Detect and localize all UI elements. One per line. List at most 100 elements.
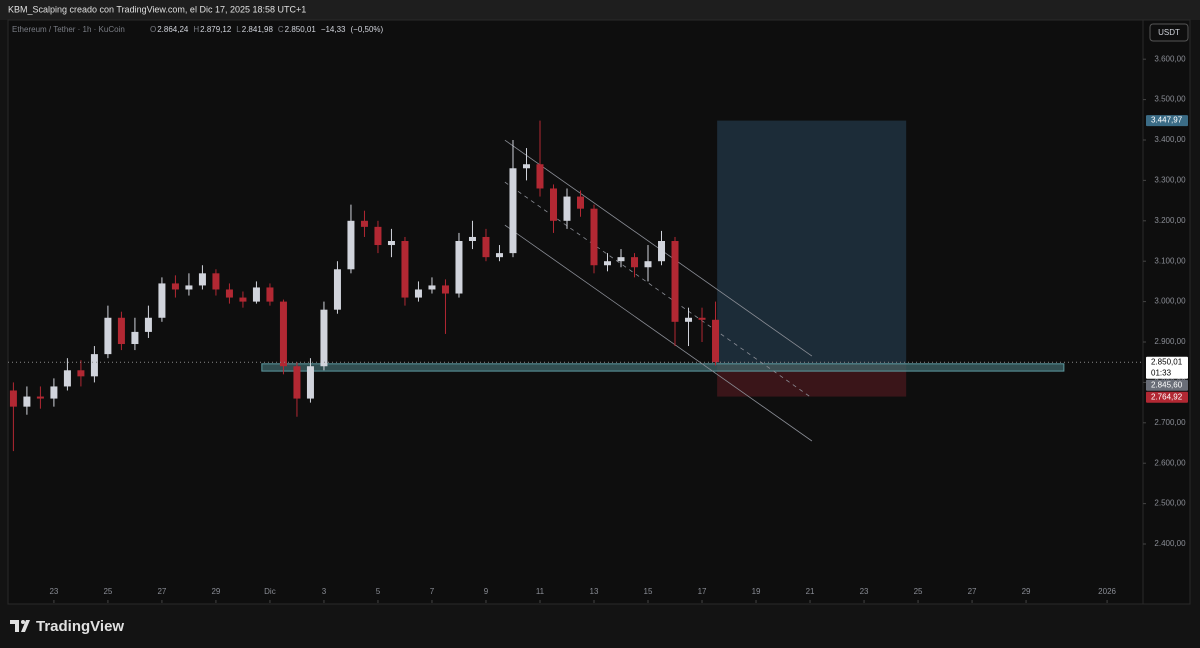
candle-body (441, 285, 449, 294)
candle-body (401, 240, 409, 298)
x-tick-label: 11 (536, 587, 545, 596)
y-tick-label: 3.200,00 (1154, 216, 1186, 225)
price-tag-label: 2.850,01 (1151, 357, 1183, 366)
countdown: 01:33 (1151, 368, 1172, 377)
candle-body (563, 196, 571, 221)
legend-key: L (236, 25, 241, 34)
candle-body (482, 236, 490, 258)
candle-body (279, 301, 287, 367)
candle-body (306, 366, 314, 399)
x-tick-label: 29 (211, 587, 220, 596)
y-tick-label: 3.500,00 (1154, 95, 1186, 104)
legend-value: 2.841,98 (242, 25, 274, 34)
candle-body (293, 366, 301, 399)
logo-mark (10, 620, 30, 632)
candle-body (468, 236, 476, 241)
candle-body (347, 220, 355, 270)
candle-body (576, 196, 584, 209)
x-tick-label: 25 (103, 587, 112, 596)
candle-body (144, 317, 152, 332)
candle-body (104, 317, 112, 355)
support-zone (261, 363, 1065, 372)
candle-body (23, 396, 31, 407)
candle-body (387, 240, 395, 246)
candle-body (77, 370, 85, 377)
candle-body (455, 240, 463, 294)
candle-body (212, 273, 220, 290)
target-zone (717, 120, 907, 364)
y-tick-label: 3.100,00 (1154, 256, 1186, 265)
symbol-title: Ethereum / Tether · 1h · KuCoin (12, 25, 125, 34)
x-tick-label: 17 (698, 587, 707, 596)
candle-body (158, 283, 166, 318)
candle-body (9, 390, 17, 407)
legend-value: 2.850,01 (285, 25, 317, 34)
price-tag (1146, 115, 1188, 127)
candle-body (266, 287, 274, 302)
candle-body (414, 289, 422, 298)
candle-body (509, 168, 517, 254)
candle-body (712, 319, 720, 363)
candle-body (131, 331, 139, 345)
legend-value: 2.879,12 (200, 25, 232, 34)
candle-body (320, 309, 328, 367)
x-tick-label: 2026 (1098, 587, 1116, 596)
candle-body (185, 285, 193, 290)
x-tick-label: 27 (968, 587, 977, 596)
x-tick-label: 13 (590, 587, 599, 596)
candle-body (360, 220, 368, 227)
candle-body (50, 386, 58, 399)
channel-line (504, 224, 813, 442)
y-tick-label: 2.600,00 (1154, 458, 1186, 467)
legend-key: H (193, 25, 199, 34)
x-tick-label: 9 (484, 587, 489, 596)
currency-label: USDT (1158, 28, 1180, 37)
x-tick-label: 3 (322, 587, 327, 596)
candle-body (604, 261, 612, 266)
candle-body (171, 283, 179, 290)
candle-body (631, 257, 639, 268)
candle-body (698, 317, 706, 320)
legend-key: C (278, 25, 284, 34)
candle-body (549, 188, 557, 221)
y-tick-label: 3.600,00 (1154, 54, 1186, 63)
candle-body (617, 257, 625, 262)
y-tick-label: 2.500,00 (1154, 499, 1186, 508)
header-bar (0, 0, 1200, 20)
candle-body (198, 273, 206, 286)
currency-button[interactable] (1149, 23, 1189, 42)
x-tick-label: 15 (644, 587, 653, 596)
x-tick-label: 23 (49, 587, 58, 596)
y-tick-label: 3.300,00 (1154, 176, 1186, 185)
candle-body (495, 253, 503, 258)
candle-body (252, 287, 260, 302)
candle-body (36, 396, 44, 399)
x-tick-label: 5 (376, 587, 381, 596)
price-tag (1146, 356, 1188, 379)
legend-key: O (150, 25, 156, 34)
legend-value: −14,33 (321, 25, 346, 34)
x-tick-label: Dic (264, 587, 276, 596)
x-tick-label: 21 (806, 587, 815, 596)
candle-body (671, 240, 679, 322)
x-tick-label: 19 (752, 587, 761, 596)
candle-body (225, 289, 233, 298)
candle-body (522, 164, 530, 169)
x-tick-label: 7 (430, 587, 435, 596)
logo-dot (21, 620, 25, 624)
x-tick-label: 29 (1022, 587, 1031, 596)
y-tick-label: 2.900,00 (1154, 337, 1186, 346)
price-tag-label: 3.447,97 (1151, 116, 1183, 125)
legend-value: 2.864,24 (157, 25, 189, 34)
x-tick-label: 23 (860, 587, 869, 596)
candle-body (333, 269, 341, 310)
candle-body (239, 297, 247, 302)
candle-body (658, 240, 666, 262)
plot-area (7, 19, 1191, 605)
candle-body (63, 370, 71, 387)
price-tag-label: 2.845,60 (1151, 380, 1183, 389)
y-tick-label: 3.400,00 (1154, 135, 1186, 144)
y-tick-label: 2.700,00 (1154, 418, 1186, 427)
